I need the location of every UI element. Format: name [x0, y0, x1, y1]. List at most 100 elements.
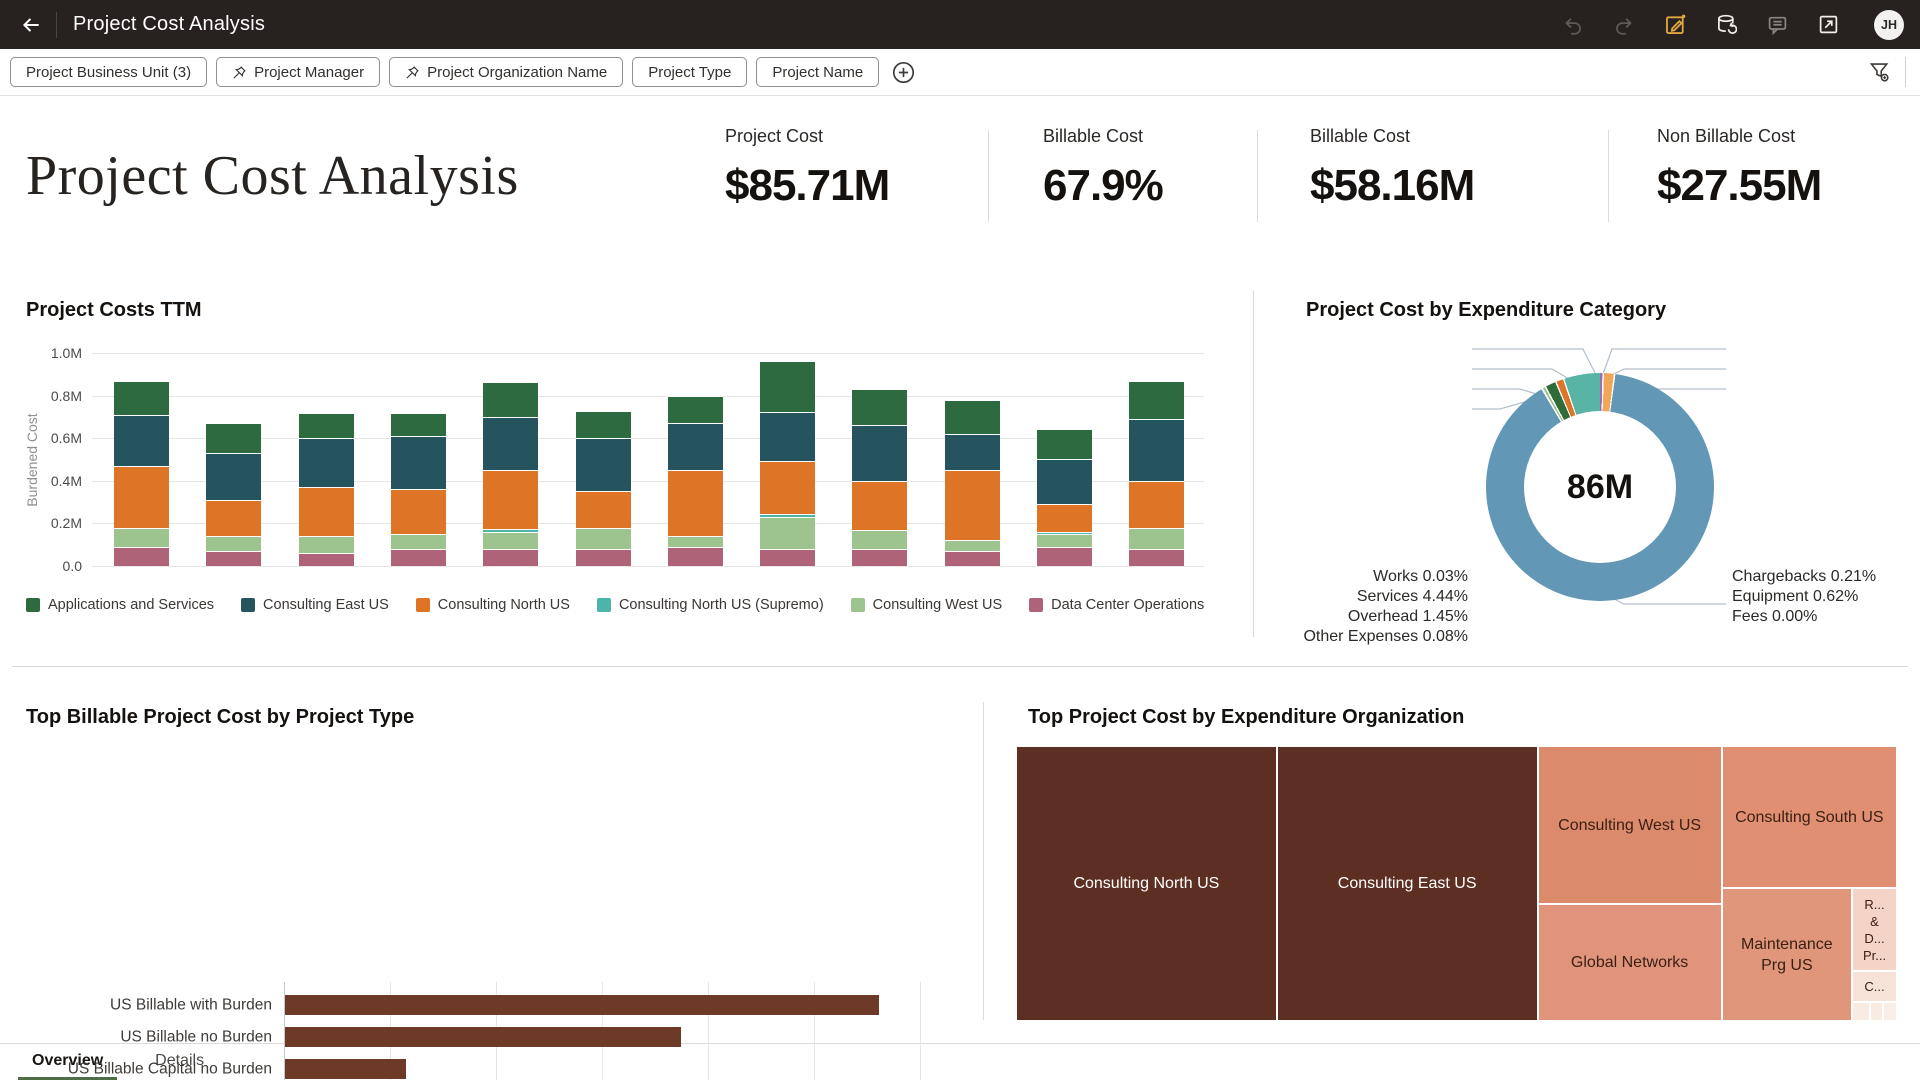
ttm-legend-item-1[interactable]: Consulting East US — [241, 597, 389, 613]
treemap-cell-c-[interactable]: C... — [1852, 970, 1897, 1003]
ttm-bar-segment[interactable] — [944, 540, 1000, 552]
ttm-bar-segment[interactable] — [575, 527, 631, 549]
open-in-new-window-button[interactable] — [1817, 14, 1839, 36]
ttm-bar-segment[interactable] — [944, 433, 1000, 471]
ttm-bar-segment[interactable] — [760, 517, 816, 549]
ttm-legend-item-3[interactable]: Consulting North US (Supremo) — [596, 597, 824, 613]
add-filter-button[interactable] — [890, 59, 916, 85]
treemap-cell-consulting-east-us[interactable]: Consulting East US — [1276, 746, 1538, 1021]
ttm-bar-segment[interactable] — [575, 438, 631, 492]
ttm-bar-segment[interactable] — [667, 395, 723, 424]
comments-button[interactable] — [1766, 14, 1788, 36]
tab-overview[interactable]: Overview — [18, 1044, 118, 1080]
filter-chip-2[interactable]: Project Organization Name — [389, 57, 624, 87]
redo-button[interactable] — [1613, 14, 1635, 36]
treemap-cell-maintenance-prg-us[interactable]: Maintenance Prg US — [1721, 888, 1853, 1021]
ttm-bar-segment[interactable] — [1129, 380, 1185, 420]
ttm-bar-segment[interactable] — [667, 536, 723, 547]
ttm-bar-segment[interactable] — [483, 548, 539, 566]
ttm-bar-segment[interactable] — [1129, 527, 1185, 549]
ttm-bar-segment[interactable] — [852, 548, 908, 566]
ttm-bar-segment[interactable] — [760, 514, 816, 518]
ttm-bar-segment[interactable] — [760, 461, 816, 515]
treemap-cell-r-[interactable]: R... & D... Pr... — [1852, 888, 1897, 971]
ttm-bar-segment[interactable] — [206, 499, 262, 537]
ttm-bar-5[interactable] — [575, 410, 631, 566]
ttm-bar-segment[interactable] — [483, 382, 539, 417]
tab-details[interactable]: Details — [155, 1051, 205, 1069]
ttm-bar-segment[interactable] — [667, 546, 723, 566]
ttm-bar-7[interactable] — [760, 361, 816, 566]
treemap-cell-global-networks[interactable]: Global Networks — [1537, 904, 1722, 1021]
ttm-bar-segment[interactable] — [114, 527, 169, 547]
ttm-legend-item-4[interactable]: Consulting West US — [850, 597, 1002, 613]
treemap-cell-10[interactable] — [1882, 1002, 1897, 1021]
ttm-bar-segment[interactable] — [944, 399, 1000, 434]
ttm-bar-segment[interactable] — [390, 436, 446, 490]
ttm-bar-segment[interactable] — [944, 470, 1000, 541]
filter-chip-1[interactable]: Project Manager — [216, 57, 381, 87]
user-avatar[interactable]: JH — [1874, 9, 1904, 40]
filter-chip-4[interactable]: Project Name — [756, 57, 880, 87]
refresh-data-button[interactable] — [1715, 14, 1737, 36]
back-button[interactable] — [14, 8, 48, 42]
treemap-cell-consulting-south-us[interactable]: Consulting South US — [1721, 746, 1897, 889]
ttm-bar-2[interactable] — [298, 412, 354, 566]
ttm-legend-item-0[interactable]: Applications and Services — [26, 597, 214, 613]
ttm-bar-segment[interactable] — [1037, 531, 1092, 535]
ttm-bar-segment[interactable] — [1037, 429, 1092, 460]
ttm-bar-segment[interactable] — [944, 551, 1000, 566]
donut-chart[interactable]: 86M — [1486, 373, 1714, 601]
ttm-bar-segment[interactable] — [483, 529, 539, 532]
treemap-cell-consulting-west-us[interactable]: Consulting West US — [1537, 746, 1722, 905]
ttm-legend-item-2[interactable]: Consulting North US — [415, 597, 570, 613]
ttm-bar-segment[interactable] — [298, 412, 354, 439]
ttm-bar-segment[interactable] — [852, 529, 908, 549]
ttm-bar-0[interactable] — [114, 380, 169, 566]
treemap-cell-8[interactable] — [1852, 1002, 1870, 1021]
ttm-bar-segment[interactable] — [390, 489, 446, 535]
ttm-bar-6[interactable] — [667, 395, 723, 566]
ttm-bar-segment[interactable] — [852, 425, 908, 481]
ttm-bar-segment[interactable] — [206, 551, 262, 566]
treemap-cell-9[interactable] — [1869, 1002, 1883, 1021]
ttm-bar-segment[interactable] — [1037, 546, 1092, 566]
undo-button[interactable] — [1562, 14, 1584, 36]
ttm-bar-segment[interactable] — [852, 480, 908, 530]
ttm-bar-segment[interactable] — [1129, 480, 1185, 528]
ttm-bar-segment[interactable] — [483, 416, 539, 470]
ttm-bar-segment[interactable] — [1037, 503, 1092, 532]
ttm-bar-segment[interactable] — [760, 412, 816, 462]
ttm-bar-3[interactable] — [390, 412, 446, 566]
ttm-bar-segment[interactable] — [1037, 534, 1092, 547]
ttm-bar-segment[interactable] — [760, 361, 816, 413]
ttm-bar-segment[interactable] — [760, 548, 816, 566]
ttm-bar-segment[interactable] — [114, 414, 169, 466]
ttm-bar-segment[interactable] — [575, 410, 631, 439]
ttm-bar-segment[interactable] — [667, 423, 723, 471]
ttm-bar-10[interactable] — [1037, 429, 1092, 566]
ttm-bar-4[interactable] — [483, 382, 539, 566]
ttm-bar-segment[interactable] — [483, 531, 539, 549]
ttm-bar-1[interactable] — [206, 423, 262, 566]
ttm-bar-segment[interactable] — [114, 546, 169, 566]
ttm-bar-segment[interactable] — [390, 534, 446, 549]
ttm-bar-segment[interactable] — [390, 548, 446, 566]
billable-bar-2[interactable] — [285, 1059, 406, 1079]
ttm-bar-segment[interactable] — [298, 553, 354, 566]
ttm-bar-segment[interactable] — [1129, 548, 1185, 566]
ttm-bar-segment[interactable] — [852, 389, 908, 426]
ttm-bar-11[interactable] — [1129, 380, 1185, 566]
billable-bar-0[interactable] — [285, 995, 879, 1015]
ttm-bar-segment[interactable] — [390, 412, 446, 437]
billable-bar-1[interactable] — [285, 1027, 682, 1047]
ttm-bar-9[interactable] — [944, 399, 1000, 566]
filter-chip-3[interactable]: Project Type — [632, 57, 748, 87]
ttm-bar-segment[interactable] — [298, 487, 354, 537]
ttm-bar-segment[interactable] — [206, 423, 262, 454]
ttm-bar-segment[interactable] — [575, 548, 631, 566]
ttm-bar-segment[interactable] — [483, 469, 539, 530]
ttm-bar-segment[interactable] — [206, 453, 262, 500]
ttm-bar-segment[interactable] — [298, 536, 354, 554]
ttm-bar-segment[interactable] — [575, 491, 631, 528]
